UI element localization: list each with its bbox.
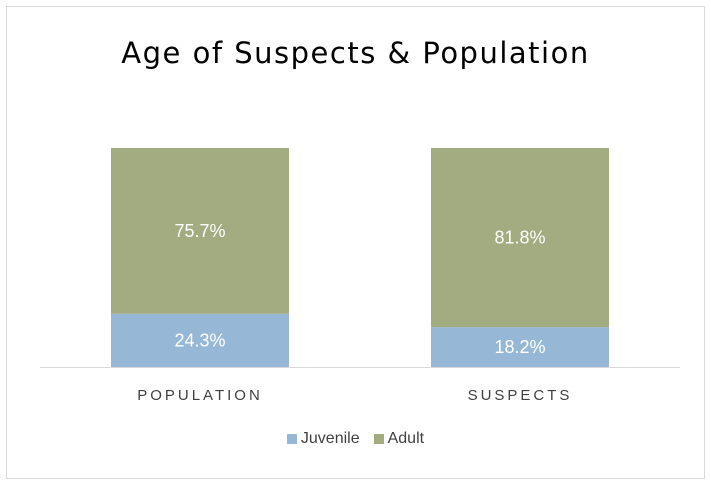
data-label-adult-suspects: 81.8% bbox=[494, 228, 545, 248]
legend-item-juvenile: Juvenile bbox=[286, 430, 360, 448]
bar-adult-suspects bbox=[431, 148, 609, 328]
category-label-suspects: SUSPECTS bbox=[468, 387, 573, 404]
legend-swatch-juvenile bbox=[286, 434, 297, 444]
legend-label-juvenile: Juvenile bbox=[300, 430, 360, 447]
data-label-juvenile-suspects: 18.2% bbox=[494, 337, 545, 357]
chart-legend: Juvenile Adult bbox=[0, 430, 711, 448]
data-label-adult-population: 75.7% bbox=[174, 221, 225, 241]
legend-swatch-adult bbox=[373, 434, 384, 444]
data-label-juvenile-population: 24.3% bbox=[174, 330, 225, 350]
legend-item-adult: Adult bbox=[373, 430, 425, 448]
bar-adult-population bbox=[111, 148, 289, 314]
bar-juvenile-suspects bbox=[431, 327, 609, 367]
chart-title: Age of Suspects & Population bbox=[121, 36, 590, 70]
bar-juvenile-population bbox=[111, 313, 289, 367]
legend-label-adult: Adult bbox=[387, 430, 425, 447]
category-label-population: POPULATION bbox=[137, 387, 263, 404]
